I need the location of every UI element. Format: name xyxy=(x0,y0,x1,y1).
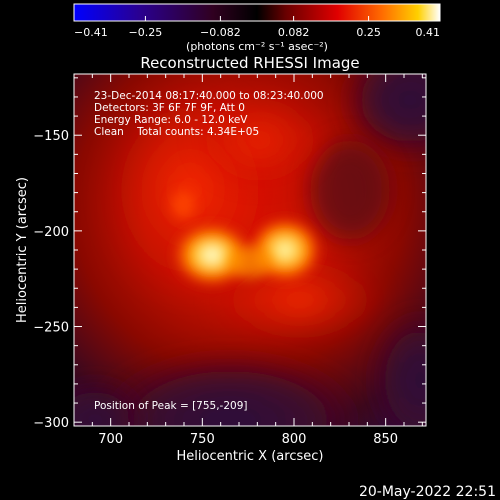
colorbar-tick-label: 0.41 xyxy=(416,26,441,39)
dark-region-bottom-left xyxy=(74,380,145,426)
colorbar-tick-label: −0.41 xyxy=(74,26,108,39)
info-line-counts: Clean Total counts: 4.34E+05 xyxy=(94,126,259,138)
source-bridge xyxy=(228,246,272,278)
colorbar-tick-label: −0.082 xyxy=(200,26,241,39)
axis-ticks: 700 750 800 850 −150 −200 −250 −300 xyxy=(33,74,426,447)
peak-position-label: Position of Peak = [755,-209] xyxy=(94,400,248,412)
source-knot xyxy=(171,191,195,219)
chart-title: Reconstructed RHESSI Image xyxy=(140,54,359,72)
dark-region-top-right xyxy=(340,74,426,160)
y-tick-label: −200 xyxy=(33,225,69,240)
y-tick-label: −250 xyxy=(33,321,69,336)
colorbar: −0.41 −0.25 −0.082 0.082 0.25 0.41 (photons c… xyxy=(73,3,441,53)
y-axis-label: Heliocentric Y (arcsec) xyxy=(15,177,30,323)
x-tick-label: 800 xyxy=(282,432,307,447)
colorbar-unit-label: (photons cm⁻² s⁻¹ asec⁻²) xyxy=(186,40,328,53)
y-tick-label: −150 xyxy=(33,129,69,144)
y-tick-label: −300 xyxy=(33,416,69,431)
dark-region-bottom xyxy=(90,350,370,426)
info-line-detectors: Detectors: 3F 6F 7F 9F, Att 0 xyxy=(94,102,245,114)
dark-region-right xyxy=(370,310,426,426)
rhessi-image xyxy=(74,74,426,426)
colorbar-tick-label: −0.25 xyxy=(129,26,163,39)
red-emission-top xyxy=(190,90,330,190)
x-tick-label: 750 xyxy=(190,432,215,447)
x-axis-label: Heliocentric X (arcsec) xyxy=(177,449,324,464)
colorbar-ticks: −0.41 −0.25 −0.082 0.082 0.25 0.41 xyxy=(73,16,441,39)
dark-region-center-right xyxy=(310,140,390,240)
colorbar-tick-label: 0.25 xyxy=(356,26,381,39)
colorbar-tick-label: 0.082 xyxy=(278,26,310,39)
x-tick-label: 700 xyxy=(98,432,123,447)
info-line-energy: Energy Range: 6.0 - 12.0 keV xyxy=(94,114,248,126)
info-line-time: 23-Dec-2014 08:17:40.000 to 08:23:40.000 xyxy=(94,90,324,102)
info-text: 23-Dec-2014 08:17:40.000 to 08:23:40.000… xyxy=(94,90,324,138)
colorbar-gradient xyxy=(73,3,441,22)
footer-date: 20-May-2022 22:51 xyxy=(359,484,496,500)
x-tick-label: 850 xyxy=(373,432,398,447)
